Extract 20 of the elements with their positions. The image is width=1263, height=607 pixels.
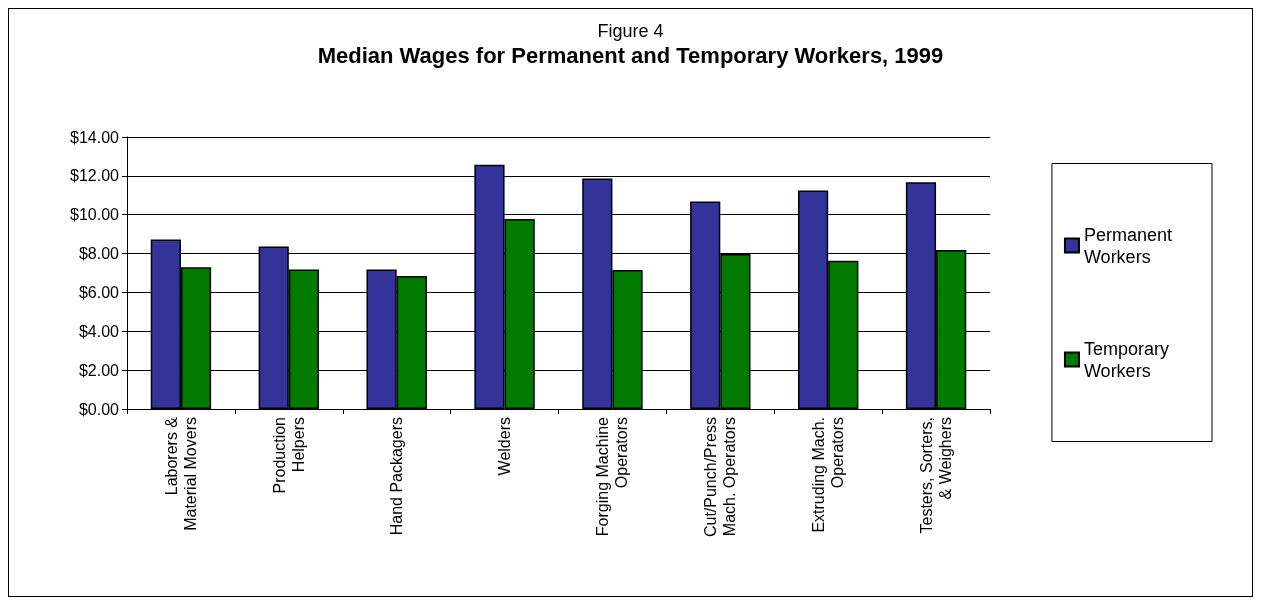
x-tick-label: Laborers & Material Movers xyxy=(162,416,199,531)
y-tick-label: $2.00 xyxy=(78,361,120,379)
x-tick-label: Welders xyxy=(496,417,514,476)
x-tick-label: Testers, Sorters, & Weighers xyxy=(918,417,955,534)
legend-label: Temporary Workers xyxy=(1083,338,1169,381)
chart-title: Median Wages for Permanent and Temporary Workers, 1999 xyxy=(317,42,944,68)
y-tick-label: $4.00 xyxy=(78,322,120,340)
y-tick-label: $6.00 xyxy=(78,283,120,301)
y-tick-label: $10.00 xyxy=(70,206,120,224)
y-tick-label: $14.00 xyxy=(70,128,120,146)
y-tick-label: $0.00 xyxy=(78,400,120,418)
x-tick-label: Extruding Mach. Operators xyxy=(810,417,847,533)
y-tick-label: $12.00 xyxy=(70,167,120,185)
legend-label: Permanent Workers xyxy=(1083,224,1173,267)
y-tick-label: $8.00 xyxy=(78,245,120,263)
x-tick-label: Hand Packagers xyxy=(388,417,406,536)
x-tick-label: Forging Machine Operators xyxy=(594,416,631,537)
chart-subtitle: Figure 4 xyxy=(597,21,664,41)
x-tick-label: Cut/Punch/Press Mach. Operators xyxy=(702,417,739,538)
x-tick-label: Production Helpers xyxy=(270,417,307,494)
